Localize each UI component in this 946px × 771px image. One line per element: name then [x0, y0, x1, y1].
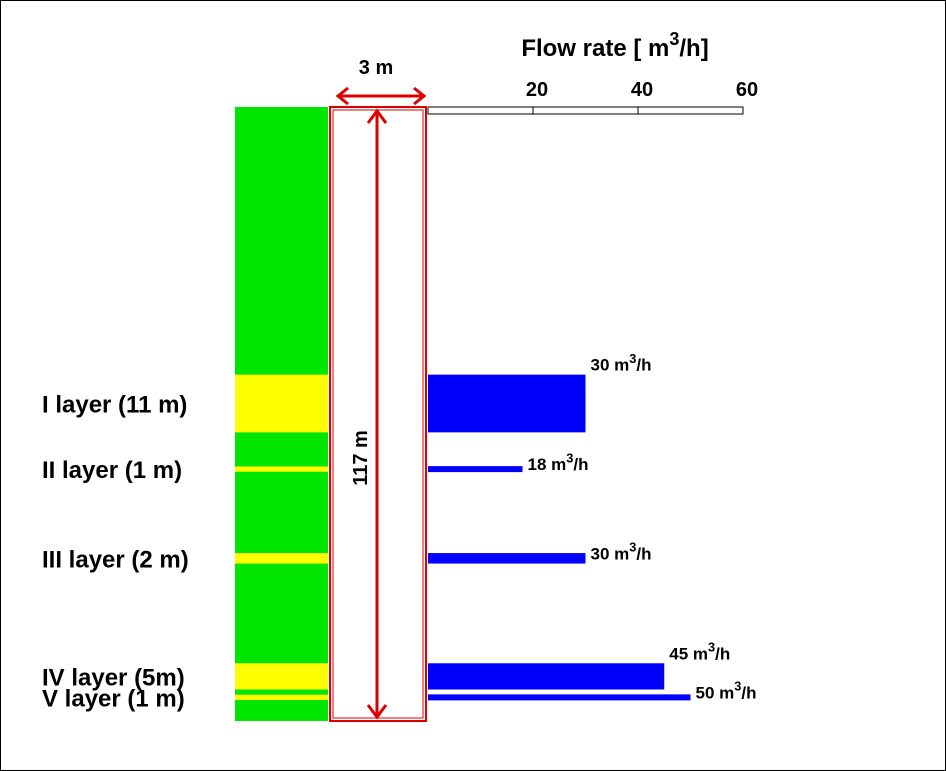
flow-bar-layer-3 — [428, 553, 586, 564]
flow-bar-layer-5 — [428, 694, 691, 701]
layer-label-3: III layer (2 m) — [42, 546, 189, 573]
width-arrow-right-head — [413, 86, 427, 106]
flow-bar-layer-1 — [428, 374, 586, 433]
flow-label-layer-1: 30 m3/h — [591, 351, 652, 375]
aquifer-layer-2 — [235, 466, 328, 472]
aquifer-layer-5 — [235, 694, 328, 701]
flow-label-layer-3: 30 m3/h — [591, 540, 652, 564]
flow-label-layer-2: 18 m3/h — [528, 450, 589, 474]
aquifer-layer-4 — [235, 663, 328, 690]
aquifer-layer-3 — [235, 553, 328, 564]
layer-labels: I layer (11 m) II layer (1 m) III layer (2… — [42, 392, 189, 713]
x-tick-label-40: 40 — [631, 79, 653, 101]
flow-label-layer-4: 45 m3/h — [669, 640, 730, 664]
well-width-label: 3 m — [359, 57, 393, 79]
flow-bars: 30 m3/h 18 m3/h 30 m3/h 45 m3/h 50 m3/h — [428, 351, 756, 702]
flow-bar-layer-2 — [428, 466, 523, 473]
flow-label-layer-5: 50 m3/h — [696, 679, 757, 703]
aquifer-layer-1 — [235, 374, 328, 433]
x-tick-label-20: 20 — [526, 79, 548, 101]
layer-label-4: IV layer (5m) — [42, 664, 185, 691]
x-axis-title: Flow rate [ m3/h] — [521, 29, 708, 62]
layer-label-2: II layer (1 m) — [42, 457, 182, 484]
layer-label-5: V layer (1 m) — [42, 685, 185, 712]
x-tick-label-60: 60 — [736, 79, 758, 101]
depth-arrow-bottom-head — [366, 704, 388, 720]
depth-arrow-top-head — [366, 108, 388, 124]
geologic-column — [235, 107, 328, 721]
well-depth-label: 117 m — [350, 430, 372, 486]
axis-box — [427, 106, 744, 115]
flow-bar-layer-4 — [428, 663, 665, 690]
width-arrow-left-head — [335, 86, 349, 106]
flow-rate-axis: 20 40 60 Flow rate [ m3/h] — [427, 29, 758, 115]
well-schematic: 3 m 117 m — [329, 57, 427, 722]
layer-label-1: I layer (11 m) — [42, 392, 187, 419]
